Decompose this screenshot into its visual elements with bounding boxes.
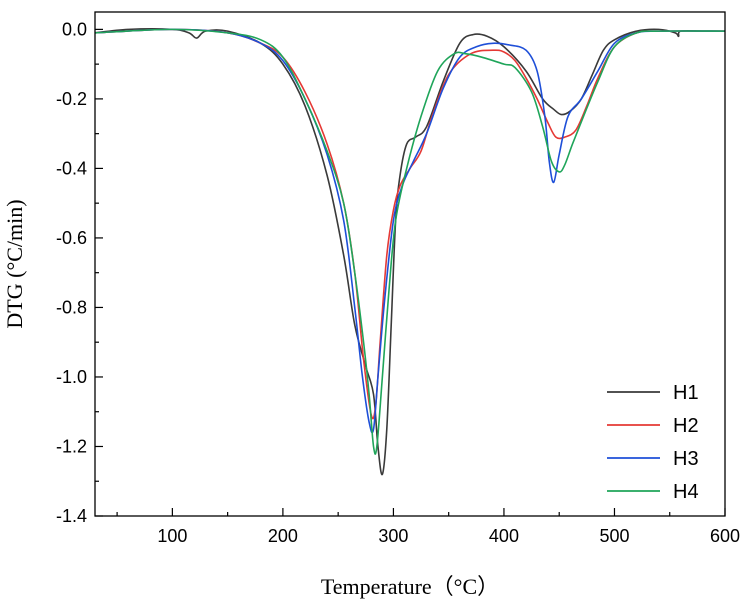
series-line-h2 xyxy=(94,28,726,420)
legend-label-h4: H4 xyxy=(673,481,699,503)
ticks-layer xyxy=(95,28,726,517)
series-layer xyxy=(94,28,726,476)
plot-frame xyxy=(94,11,726,517)
x-tick-label: 300 xyxy=(378,526,408,546)
y-tick-label: -1.2 xyxy=(56,436,87,456)
y-tick-label: -0.8 xyxy=(56,297,87,317)
x-tick-label: 200 xyxy=(268,526,298,546)
y-tick-label: -1.0 xyxy=(56,367,87,387)
x-tick-labels: 100 200 300 400 500 600 xyxy=(157,526,740,546)
y-tick-label: 0.0 xyxy=(62,19,87,39)
y-tick-label: -0.2 xyxy=(56,89,87,109)
x-tick-label: 600 xyxy=(710,526,740,546)
series-line-h1 xyxy=(94,28,725,476)
series-line-h3 xyxy=(94,28,726,434)
x-tick-label: 400 xyxy=(489,526,519,546)
y-tick-labels: 0.0 -0.2 -0.4 -0.6 -0.8 -1.0 -1.2 -1.4 xyxy=(56,19,87,526)
y-tick-label: -0.6 xyxy=(56,228,87,248)
x-tick-label: 100 xyxy=(157,526,187,546)
x-axis-title: Temperature（°C） xyxy=(321,574,499,599)
legend-label-h2: H2 xyxy=(673,415,699,437)
y-axis-title: DTG (°C/min) xyxy=(2,199,27,328)
x-tick-label: 500 xyxy=(599,526,629,546)
y-tick-label: -1.4 xyxy=(56,506,87,526)
legend-label-h3: H3 xyxy=(673,448,699,470)
legend-label-h1: H1 xyxy=(673,382,699,404)
y-tick-label: -0.4 xyxy=(56,158,87,178)
series-line-h4 xyxy=(94,28,726,455)
legend: H1 H2 H3 H4 xyxy=(607,382,699,503)
